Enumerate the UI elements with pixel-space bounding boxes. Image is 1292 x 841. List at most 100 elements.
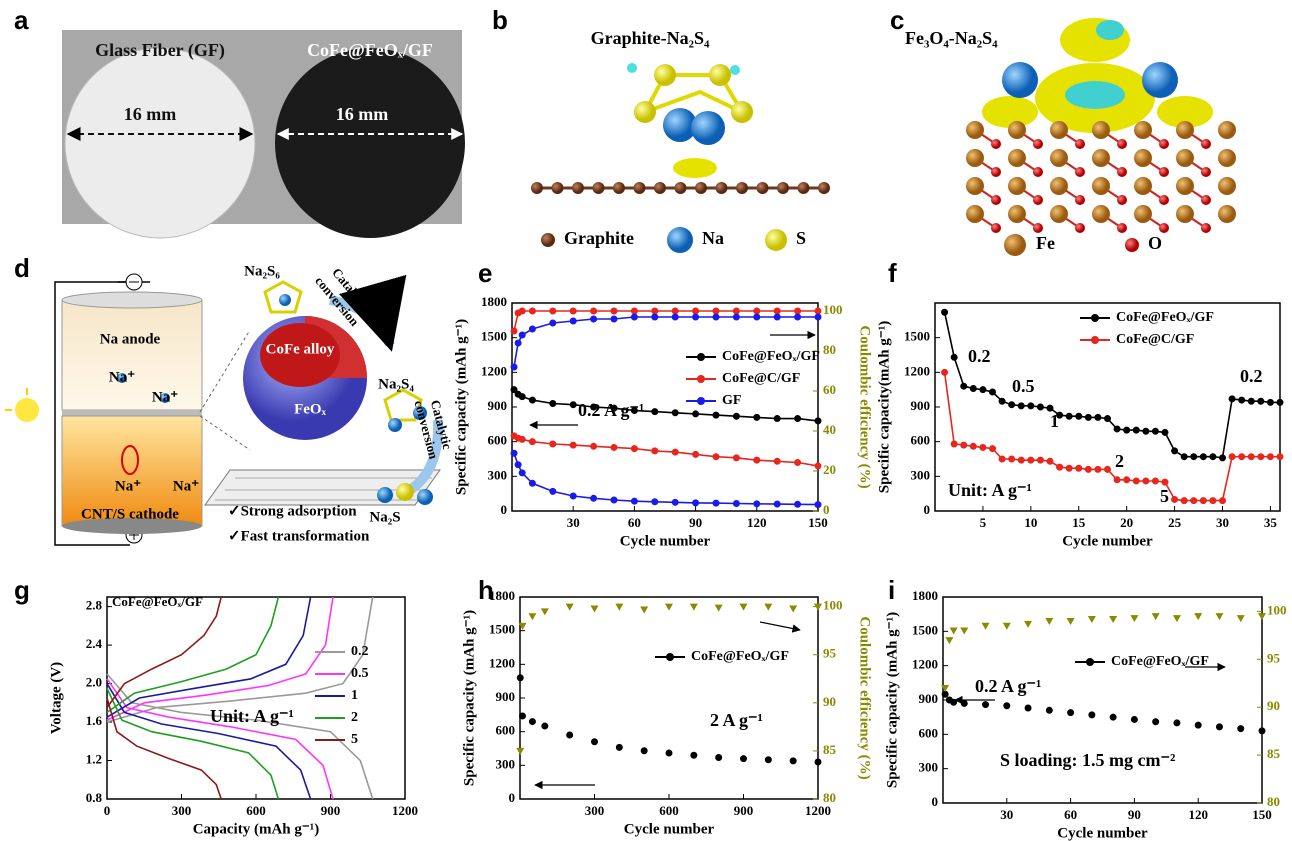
x-tick-label: 90	[1128, 807, 1141, 822]
x-tick-label: 10	[1024, 515, 1037, 530]
y-tick-label: 1500	[912, 622, 938, 637]
atom	[757, 182, 769, 194]
data-point	[1018, 457, 1024, 463]
legend-marker	[541, 233, 555, 247]
annotation: Unit: A g⁻¹	[948, 480, 1032, 500]
atom	[1092, 149, 1110, 167]
atom	[1159, 139, 1169, 149]
x-tick-label: 1200	[805, 803, 831, 818]
atom	[1008, 149, 1026, 167]
data-point	[1258, 398, 1264, 404]
data-point	[733, 308, 739, 314]
atom	[798, 182, 810, 194]
data-point	[1124, 427, 1130, 433]
data-point	[641, 748, 647, 754]
data-point	[570, 318, 576, 324]
y-axis-label: Specific capacity (mAh g⁻¹)	[461, 610, 477, 786]
data-point	[795, 459, 801, 465]
sample-title: Glass Fiber (GF)	[95, 40, 225, 61]
x-tick-label: 90	[689, 515, 702, 530]
data-point	[1088, 616, 1096, 623]
data-point	[1110, 714, 1116, 720]
data-point	[795, 501, 801, 507]
data-point	[1143, 428, 1149, 434]
data-point	[550, 320, 556, 326]
data-point	[713, 454, 719, 460]
atom	[1218, 177, 1236, 195]
data-point	[815, 314, 821, 320]
data-point	[815, 463, 821, 469]
data-point	[611, 316, 617, 322]
atom	[1033, 167, 1043, 177]
y2-tick-label: 80	[823, 342, 836, 357]
data-point	[1095, 414, 1101, 420]
data-point	[790, 758, 796, 764]
size-label: 16 mm	[336, 104, 389, 124]
data-point	[815, 308, 821, 314]
data-point	[733, 413, 739, 419]
data-point	[1133, 427, 1139, 433]
atom	[1075, 139, 1085, 149]
graphite-sheet	[531, 182, 830, 194]
y-axis-label: Voltage (V)	[48, 662, 64, 734]
data-point	[591, 495, 597, 501]
data-point	[1037, 457, 1043, 463]
atom	[695, 182, 707, 194]
data-point	[1152, 613, 1160, 620]
data-point	[754, 414, 760, 420]
y2-tick-label: 0	[823, 502, 830, 517]
lattice	[966, 18, 1236, 233]
y-tick-label: 1500	[489, 622, 515, 637]
y2-tick-label: 60	[823, 382, 836, 397]
data-point	[1066, 465, 1072, 471]
data-point	[672, 314, 678, 320]
data-point	[1191, 498, 1197, 504]
data-point	[1037, 404, 1043, 410]
legend-label: CoFe@C/GF	[1116, 332, 1194, 347]
data-point	[672, 499, 678, 505]
legend-label: GF	[722, 393, 741, 408]
data-point	[1076, 465, 1082, 471]
data-point	[1248, 454, 1254, 460]
y-tick-label: 1800	[912, 588, 938, 603]
atom	[1033, 139, 1043, 149]
data-point	[615, 604, 623, 611]
data-point	[733, 314, 739, 320]
y-tick-label: 900	[919, 691, 939, 706]
data-point	[570, 402, 576, 408]
y-axis-label: Specific capacity (mAh g⁻¹)	[453, 319, 469, 495]
x-axis-label: Cycle number	[620, 533, 711, 549]
data-point	[1239, 397, 1245, 403]
data-point	[550, 488, 556, 494]
legend-label: 2	[351, 710, 358, 725]
data-point	[970, 443, 976, 449]
data-point	[1004, 703, 1010, 709]
figure: a Glass Fiber (GF) CoFe@FeOₓ/GF 16 mm 16…	[0, 0, 1292, 841]
atom	[1117, 195, 1127, 205]
data-point	[541, 608, 549, 615]
data-point	[652, 308, 658, 314]
y-tick-label: 1800	[489, 588, 515, 603]
data-point	[1181, 454, 1187, 460]
data-point	[960, 628, 968, 635]
data-point	[591, 606, 599, 613]
data-point	[1152, 478, 1158, 484]
data-point	[1200, 498, 1206, 504]
annotation: 1	[1050, 411, 1059, 431]
legend-marker	[1091, 314, 1099, 322]
y-tick-label: 0	[509, 790, 516, 805]
data-point	[733, 455, 739, 461]
y2-axis-label: Coulombic efficiency (%)	[857, 616, 873, 779]
data-point	[733, 500, 739, 506]
annotation: 0.5	[1012, 376, 1035, 396]
data-point	[1024, 621, 1032, 628]
data-point	[515, 462, 521, 468]
data-point	[1009, 456, 1015, 462]
data-point	[1210, 454, 1216, 460]
y-tick-label: 0	[501, 502, 508, 517]
data-point	[774, 314, 780, 320]
data-point	[529, 397, 535, 403]
atom	[1075, 195, 1085, 205]
data-point	[652, 314, 658, 320]
data-point	[1068, 710, 1074, 716]
